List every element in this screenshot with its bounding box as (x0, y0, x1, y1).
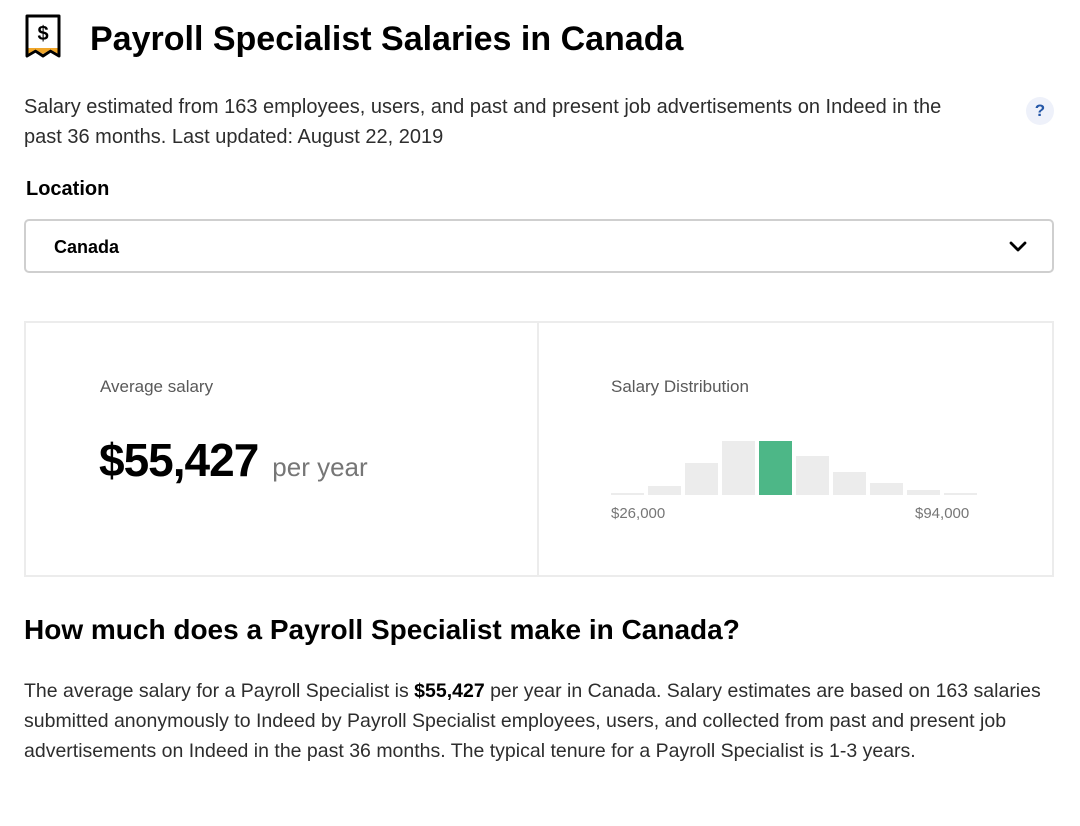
description-rest: per year in Canada. Salary estimates are… (24, 680, 1041, 762)
average-salary-row: $55,427 per year (99, 433, 368, 487)
salary-description: The average salary for a Payroll Special… (24, 676, 1054, 766)
salary-receipt-icon: $ (25, 14, 61, 58)
salary-summary: Salary estimated from 163 employees, use… (24, 96, 942, 148)
distribution-bar (611, 493, 644, 495)
description-intro: The average salary for a Payroll Special… (24, 680, 415, 702)
distribution-bar (648, 486, 681, 495)
location-label: Location (26, 178, 110, 200)
distribution-bar (833, 472, 866, 495)
distribution-bar (870, 483, 903, 495)
distribution-bar-highlight (759, 441, 792, 495)
description-salary-value: $55,427 (414, 680, 485, 702)
distribution-bar (944, 493, 977, 495)
distribution-bar (685, 463, 718, 495)
distribution-bar (722, 441, 755, 495)
salary-range-min: $26,000 (611, 505, 666, 522)
distribution-bar (907, 490, 940, 495)
location-selected-value: Canada (54, 237, 120, 257)
salary-distribution-label: Salary Distribution (611, 377, 749, 396)
salary-distribution-card: Salary Distribution $26,000 $94,000 (539, 323, 1052, 575)
salary-distribution-chart (611, 441, 977, 495)
page-title: Payroll Specialist Salaries in Canada (90, 19, 684, 58)
title-row: $ Payroll Specialist Salaries in Canada (24, 12, 683, 66)
section-heading: How much does a Payroll Specialist make … (24, 614, 740, 645)
location-select[interactable]: Canada (24, 219, 1054, 273)
help-icon-glyph: ? (1034, 101, 1046, 120)
average-salary-card: Average salary $55,427 per year (26, 323, 539, 575)
chevron-down-icon (1009, 241, 1027, 252)
average-salary-unit: per year (272, 452, 368, 482)
salary-range-max: $94,000 (915, 505, 970, 522)
salary-icon-glyph: $ (37, 23, 48, 45)
distribution-bar (796, 456, 829, 495)
average-salary-value: $55,427 (99, 434, 259, 486)
help-icon[interactable]: ? (1026, 97, 1054, 125)
salary-stats-panel: Average salary $55,427 per year Salary D… (24, 321, 1054, 577)
average-salary-label: Average salary (100, 377, 214, 396)
